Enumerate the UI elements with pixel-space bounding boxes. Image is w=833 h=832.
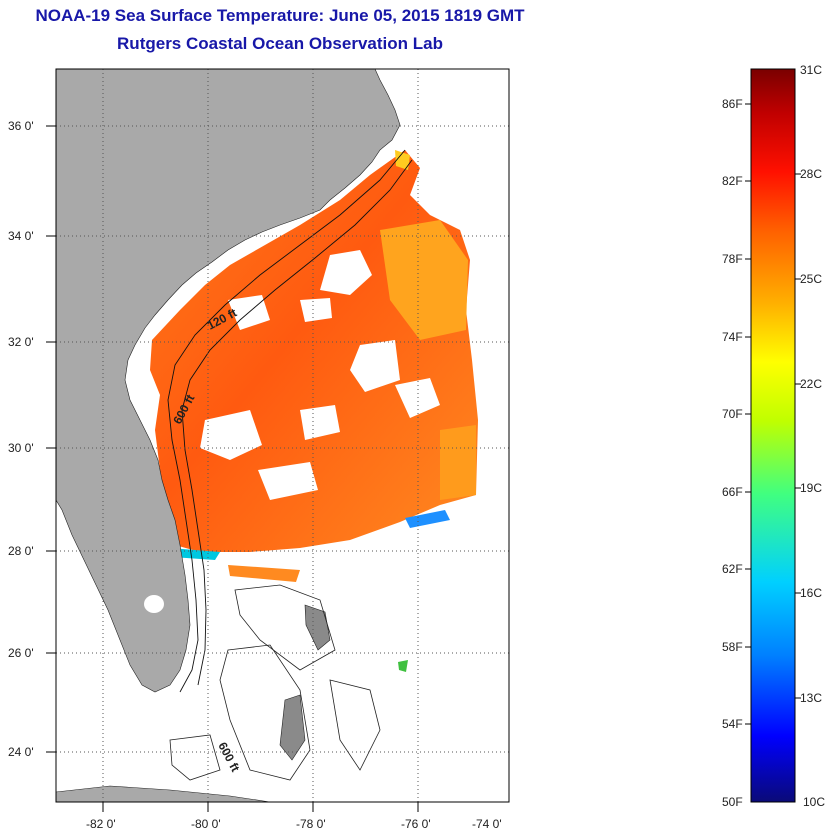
lat-label: 24 0' xyxy=(8,745,34,759)
tick-marks xyxy=(46,125,419,812)
colorbar-f-label: 86F xyxy=(722,97,743,111)
bank-contour xyxy=(169,734,221,781)
lat-label: 32 0' xyxy=(8,335,34,349)
land-bahamas xyxy=(304,604,331,651)
contour-600ft xyxy=(181,159,413,686)
cloud-gap xyxy=(300,298,332,322)
lon-label: -80 0' xyxy=(191,817,221,831)
colorbar-ticks xyxy=(745,103,801,725)
lat-label: 26 0' xyxy=(8,646,34,660)
sst-patch xyxy=(395,150,410,170)
map-title: NOAA-19 Sea Surface Temperature: June 05… xyxy=(35,6,525,25)
bank-contour xyxy=(329,679,381,771)
map-subtitle: Rutgers Coastal Ocean Observation Lab xyxy=(117,34,443,53)
lat-label: 28 0' xyxy=(8,544,34,558)
lon-label: -82 0' xyxy=(86,817,116,831)
cloud-gap xyxy=(258,462,318,500)
colorbar-c-label: 19C xyxy=(800,481,822,495)
sst-speckle xyxy=(398,660,408,672)
cloud-gap xyxy=(300,405,340,440)
lon-label: -76 0' xyxy=(401,817,431,831)
lon-label: -78 0' xyxy=(296,817,326,831)
map-frame xyxy=(55,68,510,803)
colorbar-f-label: 82F xyxy=(722,174,743,188)
land-cuba xyxy=(56,785,271,802)
colorbar-f-label: 74F xyxy=(722,330,743,344)
lake xyxy=(144,595,164,613)
cloud-gap xyxy=(200,410,262,460)
bank-contour xyxy=(219,644,311,781)
colorbar-f-label: 54F xyxy=(722,717,743,731)
sst-patch xyxy=(440,425,476,500)
sst-speckle xyxy=(405,510,450,528)
colorbar-c-label: 25C xyxy=(800,272,822,286)
colorbar-c-label: 16C xyxy=(800,586,822,600)
lat-label: 30 0' xyxy=(8,441,34,455)
colorbar-f-label: 66F xyxy=(722,485,743,499)
lon-label: -74 0' xyxy=(472,817,502,831)
colorbar-c-label: 31C xyxy=(800,63,822,77)
colorbar-f-label: 78F xyxy=(722,252,743,266)
contour-120ft xyxy=(167,149,406,693)
colorbar xyxy=(750,68,796,803)
land-bahamas xyxy=(279,694,306,761)
colorbar-c-label: 28C xyxy=(800,167,822,181)
colorbar-c-label: 10C xyxy=(803,795,825,809)
colorbar-f-label: 58F xyxy=(722,640,743,654)
colorbar-f-label: 50F xyxy=(722,795,743,809)
lat-label: 36 0' xyxy=(8,119,34,133)
sst-patch xyxy=(228,565,300,582)
lat-label: 34 0' xyxy=(8,229,34,243)
cloud-gap xyxy=(320,250,372,295)
colorbar-c-label: 13C xyxy=(800,691,822,705)
land-us xyxy=(56,69,401,693)
sst-patch xyxy=(380,220,468,340)
colorbar-f-label: 70F xyxy=(722,407,743,421)
colorbar-f-label: 62F xyxy=(722,562,743,576)
cloud-gap xyxy=(350,340,400,392)
bank-contour xyxy=(234,584,336,671)
colorbar-c-label: 22C xyxy=(800,377,822,391)
